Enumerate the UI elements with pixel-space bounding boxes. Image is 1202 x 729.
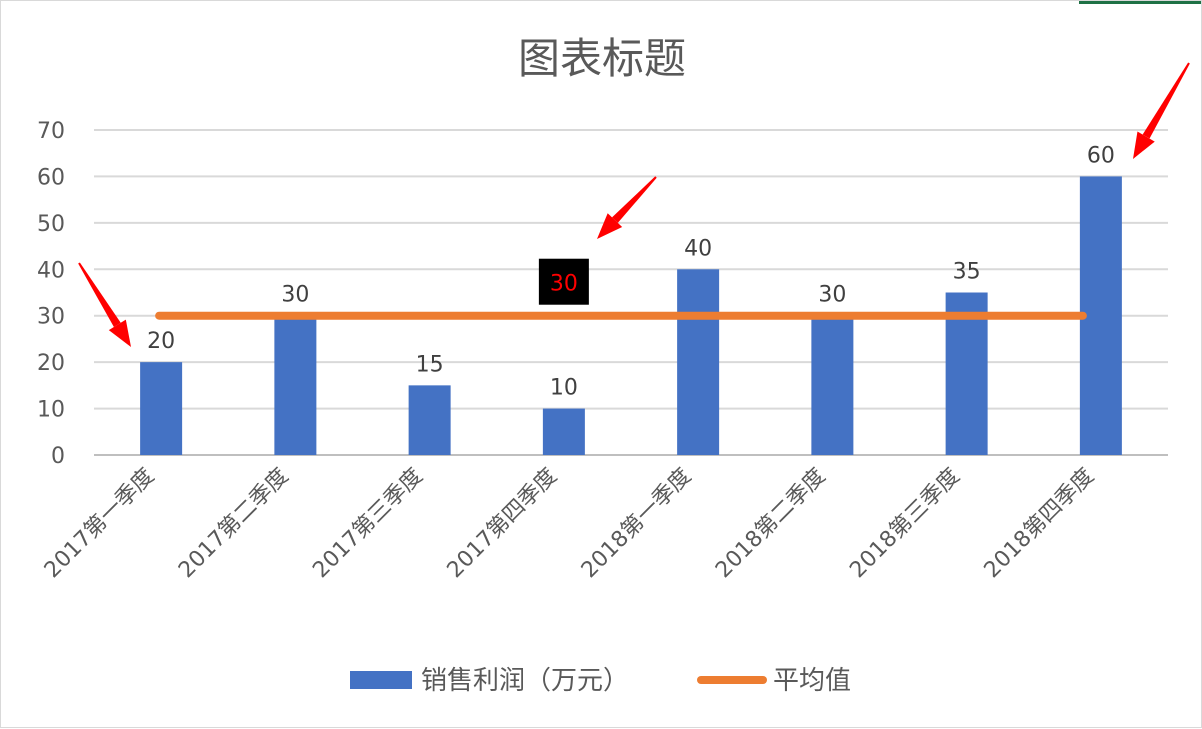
arrow-shaft <box>612 176 657 223</box>
x-tick-label: 2017第四季度 <box>443 464 563 584</box>
bar[interactable] <box>408 385 451 455</box>
red-arrow-annotation <box>78 262 131 347</box>
data-label: 30 <box>818 283 846 308</box>
red-arrow-annotation <box>597 176 657 239</box>
data-label: 20 <box>147 329 175 354</box>
x-axis: 2017第一季度 2017第二季度 2017第三季度 2017第四季度 2018第一季度… <box>40 464 1099 584</box>
legend-label-bar: 销售利润（万元） <box>421 666 629 696</box>
x-tick-label: 2017第二季度 <box>174 464 294 584</box>
bar[interactable] <box>274 315 317 455</box>
legend-swatch-bar <box>350 671 412 689</box>
y-tick-label: 40 <box>37 258 65 283</box>
arrow-head <box>108 319 131 347</box>
data-label: 15 <box>416 352 444 377</box>
data-label: 60 <box>1087 143 1115 168</box>
red-arrow-annotation <box>1133 62 1190 159</box>
x-tick-label: 2018第四季度 <box>980 464 1100 584</box>
arrow-shaft <box>1142 62 1190 139</box>
highlighted-label-box <box>538 258 589 305</box>
data-labels: 20 30 15 30 10 40 30 35 60 <box>147 143 1115 400</box>
bar[interactable] <box>542 408 585 455</box>
highlighted-data-label: 30 <box>550 272 578 297</box>
x-tick-label: 2018第一季度 <box>577 464 697 584</box>
gridlines <box>94 129 1168 456</box>
annotation-arrows <box>78 62 1190 347</box>
arrow-shaft <box>78 262 121 327</box>
y-tick-label: 60 <box>37 165 65 190</box>
arrow-head <box>597 213 623 239</box>
y-tick-label: 20 <box>37 351 65 376</box>
window-corner-accent <box>1079 1 1201 4</box>
bar[interactable] <box>811 315 854 455</box>
legend-label-line: 平均值 <box>773 666 851 696</box>
y-tick-label: 50 <box>37 212 65 237</box>
arrow-head <box>1133 131 1155 159</box>
x-tick-label: 2018第三季度 <box>845 464 965 584</box>
chart-title[interactable]: 图表标题 <box>518 34 686 83</box>
y-tick-label: 0 <box>51 444 65 469</box>
x-tick-label: 2017第一季度 <box>40 464 160 584</box>
bar-series <box>140 176 1122 455</box>
legend: 销售利润（万元） 平均值 <box>350 666 851 696</box>
x-tick-label: 2017第三季度 <box>308 464 428 584</box>
data-label: 35 <box>953 260 981 285</box>
bar[interactable] <box>677 269 720 455</box>
x-tick-label: 2018第二季度 <box>711 464 831 584</box>
y-tick-label: 70 <box>37 119 65 144</box>
data-label: 30 <box>281 283 309 308</box>
data-label: 40 <box>684 236 712 261</box>
data-label: 10 <box>550 376 578 401</box>
y-tick-label: 30 <box>37 305 65 330</box>
y-tick-label: 10 <box>37 398 65 423</box>
y-axis: 0 10 20 30 40 50 60 70 <box>37 119 65 469</box>
bar[interactable] <box>140 362 183 455</box>
